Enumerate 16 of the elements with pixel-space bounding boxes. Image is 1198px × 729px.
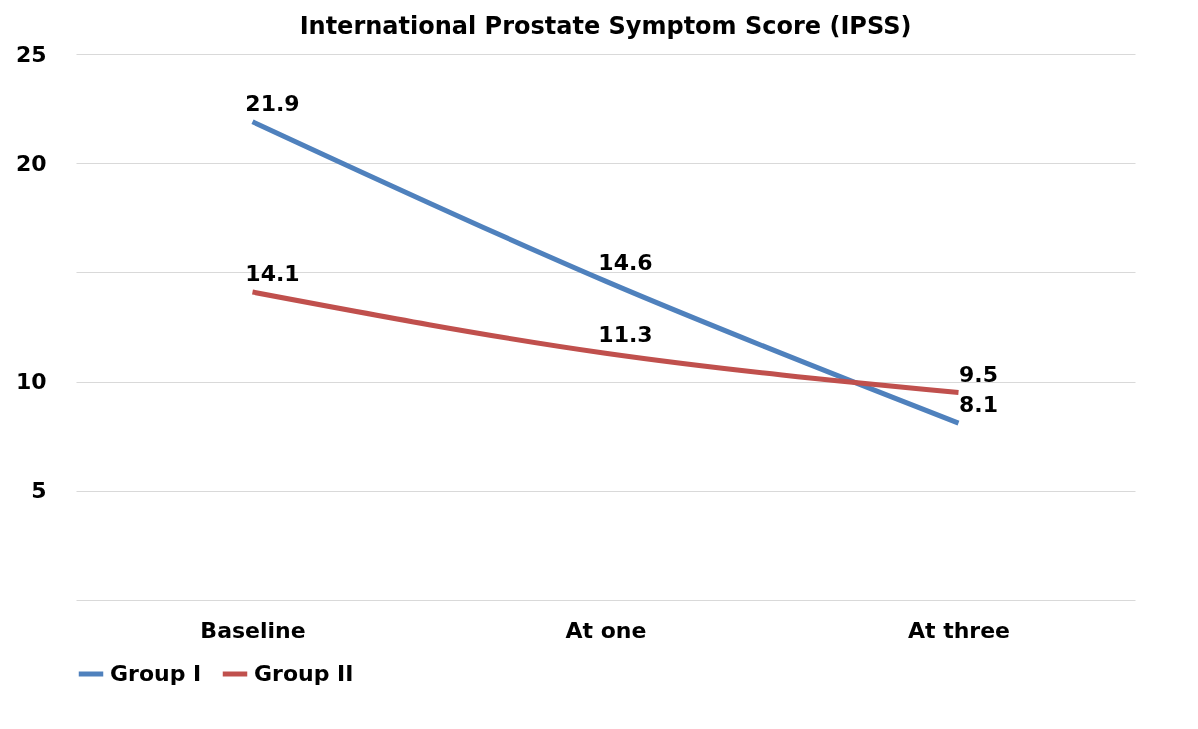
y-tick-label: 10 [15, 369, 47, 395]
y-tick-label: 5 [31, 478, 47, 504]
data-label: 14.6 [598, 250, 653, 276]
x-tick-label: Baseline [200, 617, 306, 643]
y-tick-label: 25 [15, 41, 47, 67]
data-label: 9.5 [959, 361, 998, 387]
data-label: 11.3 [598, 322, 653, 348]
y-tick-label: 20 [15, 150, 47, 176]
data-label: 8.1 [959, 392, 998, 418]
data-label: 14.1 [245, 261, 300, 287]
x-tick-label: At three [907, 617, 1011, 643]
legend-label: Group II [254, 661, 354, 686]
legend-label: Group I [110, 661, 202, 686]
data-label: 21.9 [245, 90, 300, 116]
chart-title: International Prostate Symptom Score (IPSS) [299, 12, 912, 40]
x-tick-label: At one [565, 617, 647, 643]
